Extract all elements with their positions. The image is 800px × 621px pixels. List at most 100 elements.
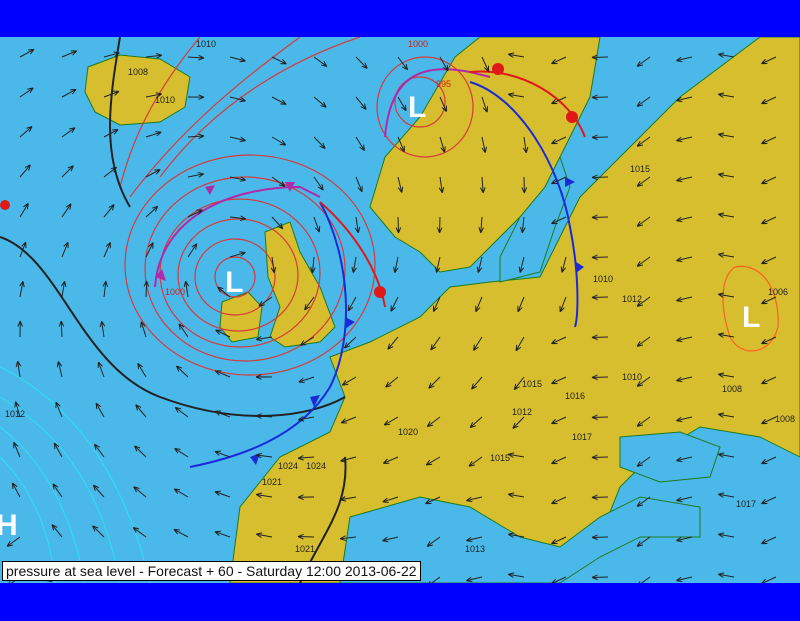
wind-arrow-icon: [717, 452, 735, 458]
wind-arrow-icon: [551, 56, 567, 65]
wind-arrow-icon: [439, 96, 448, 112]
cold-front: [189, 201, 347, 468]
cold-front-east: [469, 81, 579, 328]
wind-arrow-icon: [761, 456, 777, 465]
wind-arrow-icon: [676, 456, 693, 463]
wind-arrow-icon: [481, 56, 490, 72]
wind-arrow-icon: [676, 576, 693, 583]
wind-arrow-icon: [636, 496, 651, 507]
wind-arrow-icon: [636, 256, 651, 267]
wind-arrow-icon: [354, 216, 361, 234]
wind-arrow-icon: [676, 176, 693, 183]
wind-arrow-icon: [52, 483, 63, 498]
wind-arrow-icon: [6, 536, 21, 547]
wind-arrow-icon: [520, 216, 526, 234]
isobar-label: 1015: [490, 453, 510, 463]
wind-arrow-icon: [676, 136, 693, 143]
isobar-label: 1010: [196, 39, 216, 49]
wind-arrow-icon: [97, 361, 105, 378]
wind-arrow-icon: [174, 406, 189, 418]
wind-arrow-icon: [591, 334, 609, 341]
isobar-label: 1016: [565, 391, 585, 401]
ireland: [219, 291, 263, 343]
wind-arrow-icon: [717, 532, 735, 538]
wind-arrow-icon: [19, 48, 35, 58]
wind-arrow-icon: [297, 533, 315, 540]
wind-arrow-icon: [426, 416, 441, 428]
wind-arrow-icon: [103, 51, 120, 58]
wind-arrow-icon: [135, 404, 147, 418]
wind-arrow-icon: [60, 280, 67, 298]
black-sea: [619, 431, 721, 483]
wind-arrow-icon: [382, 496, 399, 503]
wind-arrow-icon: [397, 136, 405, 153]
wind-arrow-icon: [255, 335, 273, 342]
wind-arrow-icon: [178, 323, 189, 338]
wind-arrow-icon: [476, 256, 483, 273]
isobar-label: 1012: [512, 407, 532, 417]
wind-arrow-icon: [53, 442, 63, 458]
wind-arrow-icon: [551, 576, 567, 583]
wind-arrow-icon: [255, 532, 273, 538]
wind-arrow-icon: [17, 320, 23, 338]
wind-arrow-icon: [304, 296, 315, 311]
wind-arrow-icon: [636, 56, 651, 67]
wind-arrow-icon: [636, 96, 651, 107]
wind-arrow-icon: [145, 92, 162, 98]
wind-arrow-icon: [58, 320, 65, 338]
wind-arrow-icon: [215, 329, 231, 338]
wind-arrow-icon: [187, 243, 198, 258]
low-pressure-marker: L: [408, 91, 426, 124]
wind-arrow-icon: [270, 256, 277, 274]
wind-arrow-icon: [174, 447, 189, 458]
wind-arrow-icon: [15, 360, 22, 378]
wind-arrow-icon: [340, 456, 357, 463]
wind-arrow-icon: [507, 532, 525, 538]
wind-arrow-icon: [761, 376, 777, 385]
wind-arrow-icon: [271, 216, 284, 230]
wind-arrow-icon: [229, 136, 246, 143]
mediterranean: [339, 496, 701, 583]
wind-arrow-icon: [355, 136, 366, 151]
wind-arrow-icon: [51, 524, 63, 538]
wind-arrow-icon: [551, 176, 567, 185]
wind-arrow-icon: [513, 376, 525, 391]
wind-arrow-icon: [173, 488, 189, 498]
wind-arrow-icon: [717, 412, 735, 418]
wind-arrow-icon: [214, 530, 231, 538]
wind-arrow-icon: [591, 294, 609, 301]
wind-arrow-icon: [518, 256, 525, 273]
wind-arrow-icon: [341, 376, 357, 386]
wind-arrow-icon: [137, 362, 147, 378]
wind-arrow-icon: [339, 496, 357, 502]
wind-arrow-icon: [214, 450, 231, 458]
wind-arrow-icon: [551, 336, 567, 345]
wind-arrow-icon: [229, 251, 246, 258]
isobar-label: 1024: [278, 461, 298, 471]
wind-arrow-icon: [297, 416, 315, 422]
wind-arrow-icon: [636, 296, 651, 307]
wind-arrow-icon: [297, 494, 315, 500]
wind-arrow-icon: [466, 576, 483, 583]
wind-arrow-icon: [258, 296, 273, 307]
wind-arrow-icon: [676, 96, 693, 103]
wind-arrow-icon: [636, 336, 651, 347]
wind-arrow-icon: [560, 256, 567, 273]
isobar-label: 1021: [262, 477, 282, 487]
wind-arrow-icon: [434, 256, 441, 273]
wind-arrow-icon: [271, 136, 287, 146]
wind-arrow-icon: [61, 203, 72, 218]
wind-arrow-icon: [310, 256, 316, 274]
wind-arrow-icon: [551, 216, 567, 225]
wind-arrow-icon: [214, 410, 231, 418]
wind-arrow-icon: [438, 176, 445, 194]
wind-arrow-icon: [512, 416, 525, 429]
wind-arrow-icon: [591, 94, 609, 101]
wind-arrow-icon: [271, 176, 286, 187]
wind-arrow-icon: [591, 174, 609, 181]
wind-arrow-icon: [56, 361, 63, 378]
wind-arrow-icon: [551, 416, 567, 425]
wind-arrow-icon: [591, 374, 609, 381]
wind-arrow-icon: [390, 296, 399, 312]
wind-arrow-icon: [676, 296, 693, 303]
